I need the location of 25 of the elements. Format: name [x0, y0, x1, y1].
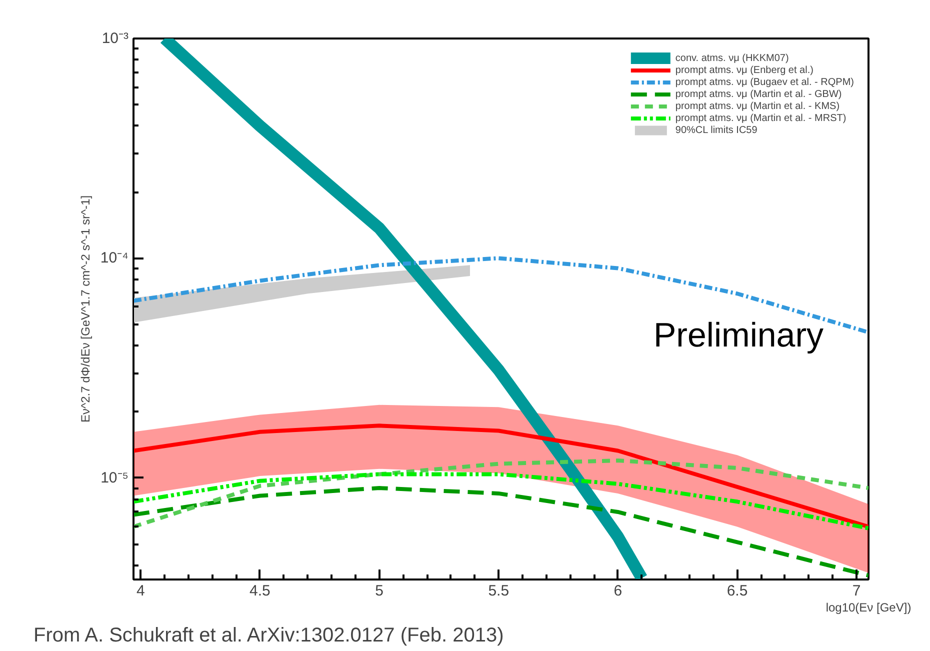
x-tick-label: 4.5 [250, 582, 270, 600]
x-tick-label: 4 [136, 582, 145, 600]
x-tick-label: 6.5 [726, 582, 748, 600]
legend-label: prompt atms. νμ (Martin et al. - KMS) [675, 100, 840, 112]
x-tick-label: 5.5 [488, 582, 510, 600]
legend-label: 90%CL limits IC59 [675, 124, 758, 136]
legend-label: prompt atms. νμ (Martin et al. - MRST) [675, 112, 846, 124]
text: From A. Schukraft et al. ArXiv:1302.0127 (Feb. 2013) [34, 624, 504, 646]
legend-label: prompt atms. νμ (Enberg et al.) [675, 64, 814, 76]
annotation: Preliminary [654, 316, 824, 354]
x-tick-label: 5 [375, 582, 384, 600]
x-axis-title: log10(Eν [GeV]) [826, 600, 912, 614]
y-tick-label: 10⁻⁵ [100, 469, 129, 486]
legend-label: prompt atms. νμ (Martin et al. - GBW) [675, 88, 842, 100]
line-series [134, 424, 868, 529]
line-series [134, 486, 868, 578]
y-tick-label: 10⁻³ [102, 30, 129, 47]
line-series [134, 472, 868, 530]
legend-label: prompt atms. νμ (Bugaev et al. - RQPM) [675, 76, 854, 88]
y-axis-title: Eν^2.7 dΦ/dEν [GeV^1.7 cm^-2 s^-1 sr^-1] [78, 195, 92, 423]
y-tick-label: 10⁻⁴ [100, 250, 129, 267]
x-tick-label: 7 [852, 582, 861, 600]
line-series [134, 458, 868, 529]
x-tick-label: 6 [614, 582, 622, 600]
legend-label: conv. atms. νμ (HKKM07) [675, 52, 789, 64]
